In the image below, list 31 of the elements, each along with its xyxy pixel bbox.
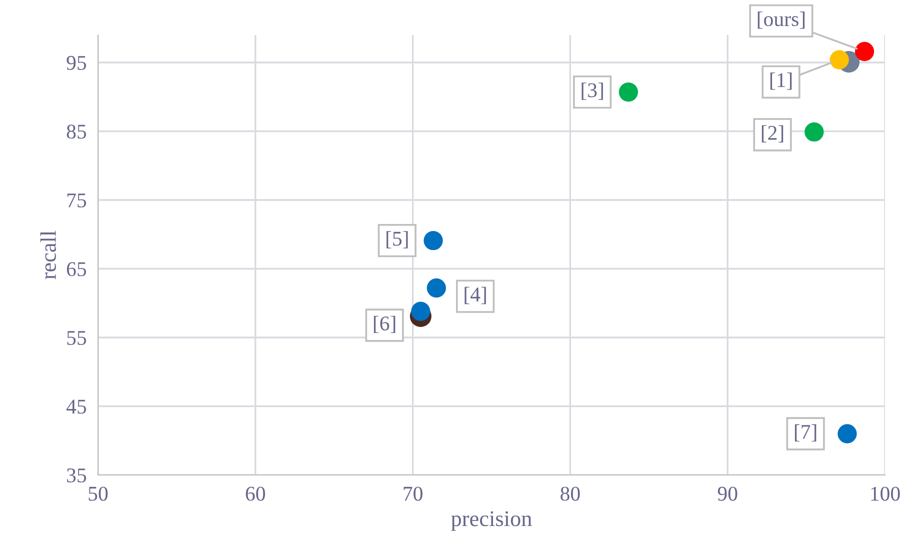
x-tick-label: 50 bbox=[88, 486, 108, 501]
point bbox=[854, 42, 874, 62]
y-tick-label: 65 bbox=[66, 262, 86, 276]
series-label: [4] bbox=[464, 286, 486, 304]
x-tick-label: 90 bbox=[718, 486, 738, 501]
point bbox=[618, 82, 638, 102]
point bbox=[411, 302, 430, 321]
y-axis-title: recall bbox=[40, 230, 56, 280]
x-tick-label: 60 bbox=[246, 486, 266, 501]
y-tick-label: 55 bbox=[67, 331, 86, 345]
point bbox=[424, 230, 443, 250]
y-tick-label: 85 bbox=[66, 124, 86, 139]
y-tick-label: 75 bbox=[67, 194, 86, 208]
x-tick-label: 100 bbox=[871, 486, 900, 501]
y-tick-label: 45 bbox=[66, 400, 86, 414]
series-label: [5] bbox=[386, 231, 408, 248]
x-tick-label: 80 bbox=[560, 486, 580, 501]
y-tick-label: 95 bbox=[66, 56, 86, 70]
x-axis-title: precision bbox=[451, 511, 532, 531]
series-label: [2] bbox=[762, 125, 784, 143]
point bbox=[426, 278, 446, 298]
point bbox=[830, 50, 849, 70]
point bbox=[838, 424, 857, 444]
point bbox=[804, 122, 824, 142]
x-tick-label: 70 bbox=[404, 486, 422, 501]
series-label: [3] bbox=[582, 82, 603, 100]
series-label: [7] bbox=[794, 424, 816, 442]
text: [ours] bbox=[758, 12, 805, 29]
series-label: [6] bbox=[374, 316, 396, 334]
y-tick-label: 35 bbox=[67, 468, 86, 482]
series-label: [1] bbox=[770, 72, 792, 90]
